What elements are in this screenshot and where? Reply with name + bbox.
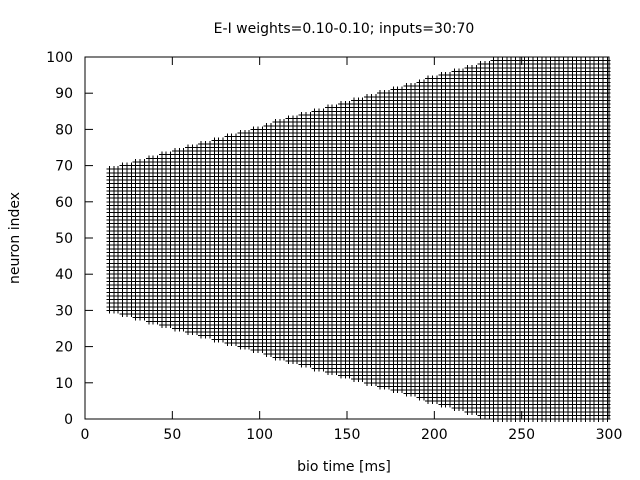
y-tick-label: 40 <box>55 267 73 283</box>
spike-markers <box>106 57 611 422</box>
x-tick-label: 250 <box>508 427 535 443</box>
y-tick-label: 80 <box>55 122 73 138</box>
plot-frame <box>84 56 610 420</box>
x-tick-label: 100 <box>246 427 273 443</box>
y-axis-ticks: 0 10 20 30 40 50 60 70 80 90 100 <box>46 50 609 428</box>
y-tick-label: 50 <box>55 231 73 247</box>
x-axis-ticks: 0 50 100 150 200 250 300 <box>81 57 623 443</box>
x-tick-label: 200 <box>421 427 448 443</box>
x-tick-label: 50 <box>163 427 181 443</box>
spike-raster <box>106 57 611 422</box>
y-axis-label: neuron index <box>7 192 23 284</box>
x-tick-label: 300 <box>596 427 623 443</box>
x-tick-label: 0 <box>81 427 90 443</box>
x-axis-label: bio time [ms] <box>297 459 391 475</box>
y-tick-label: 70 <box>55 159 73 175</box>
y-tick-label: 30 <box>55 303 73 319</box>
y-tick-label: 20 <box>55 340 73 356</box>
y-tick-label: 100 <box>46 50 73 66</box>
y-tick-label: 60 <box>55 195 73 211</box>
x-tick-label: 150 <box>334 427 361 443</box>
y-tick-label: 10 <box>55 376 73 392</box>
y-tick-label: 90 <box>55 86 73 102</box>
y-tick-label: 0 <box>64 412 73 428</box>
chart-title: E-I weights=0.10-0.10; inputs=30:70 <box>214 21 475 37</box>
